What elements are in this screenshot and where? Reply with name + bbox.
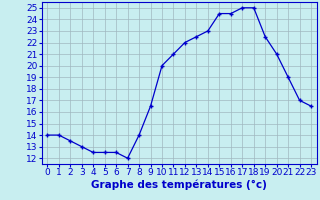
- X-axis label: Graphe des températures (°c): Graphe des températures (°c): [91, 180, 267, 190]
